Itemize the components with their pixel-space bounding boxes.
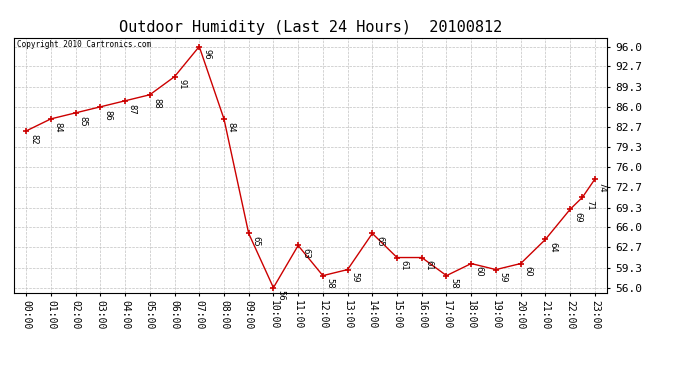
Text: 74: 74 (598, 182, 607, 193)
Text: Copyright 2010 Cartronics.com: Copyright 2010 Cartronics.com (17, 40, 151, 49)
Text: 85: 85 (79, 116, 88, 126)
Text: 60: 60 (524, 266, 533, 277)
Text: 61: 61 (424, 260, 433, 271)
Text: 84: 84 (54, 122, 63, 132)
Text: 59: 59 (499, 272, 508, 283)
Text: 87: 87 (128, 104, 137, 114)
Text: 69: 69 (573, 212, 582, 223)
Text: 88: 88 (152, 98, 161, 108)
Text: 64: 64 (548, 242, 557, 253)
Text: 58: 58 (449, 278, 458, 289)
Text: 91: 91 (177, 80, 186, 90)
Text: 58: 58 (326, 278, 335, 289)
Text: 65: 65 (375, 236, 384, 247)
Text: 63: 63 (301, 248, 310, 259)
Title: Outdoor Humidity (Last 24 Hours)  20100812: Outdoor Humidity (Last 24 Hours) 2010081… (119, 20, 502, 35)
Text: 96: 96 (202, 50, 211, 60)
Text: 56: 56 (276, 291, 285, 301)
Text: 61: 61 (400, 260, 408, 271)
Text: 60: 60 (474, 266, 483, 277)
Text: 65: 65 (251, 236, 260, 247)
Text: 59: 59 (351, 272, 359, 283)
Text: 84: 84 (227, 122, 236, 132)
Text: 82: 82 (29, 134, 38, 144)
Text: 86: 86 (103, 110, 112, 120)
Text: 71: 71 (585, 200, 594, 211)
